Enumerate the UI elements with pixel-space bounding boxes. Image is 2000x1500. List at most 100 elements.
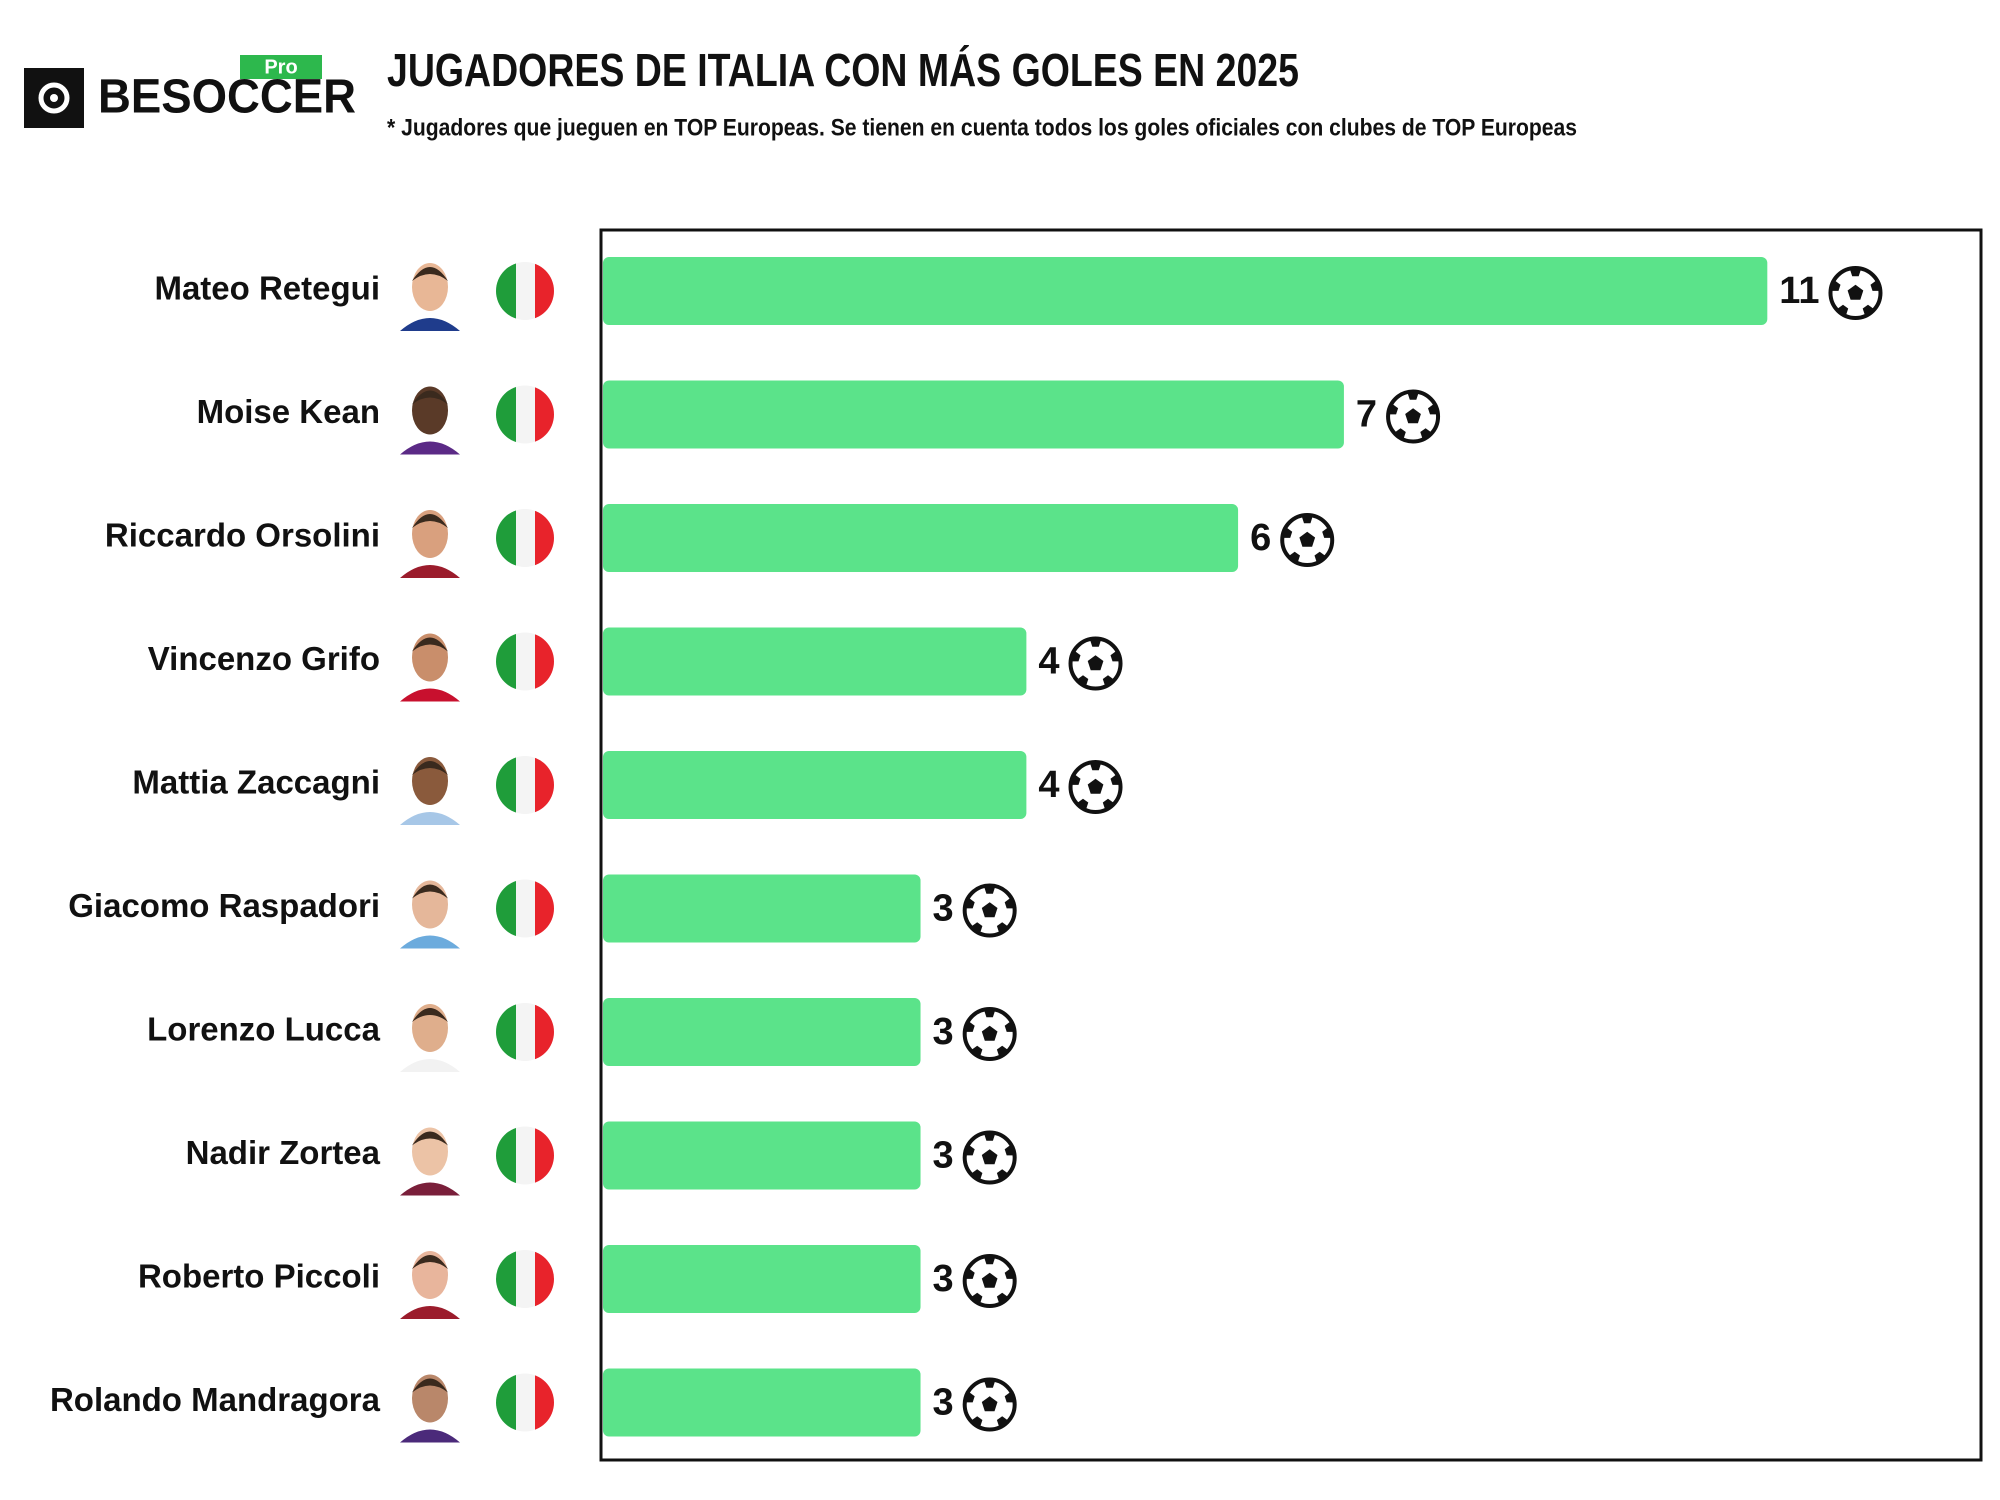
flag-green: [496, 879, 516, 938]
logo-mark-dot: [50, 94, 58, 102]
ball-patch: [984, 1007, 995, 1018]
ball-patch: [996, 922, 1008, 933]
flag-red: [535, 1250, 554, 1308]
ball-patch: [1395, 428, 1406, 439]
flag-italy: [496, 1126, 554, 1185]
ball-icon: [1068, 636, 1123, 691]
player-avatar: [400, 1374, 460, 1443]
category-label: Roberto Piccoli: [138, 1258, 380, 1295]
ball-patch: [981, 1272, 998, 1288]
flag-white: [516, 632, 535, 691]
flag-green: [496, 509, 516, 567]
value-label: 3: [933, 1382, 954, 1424]
bar: [603, 1245, 921, 1313]
ball-patch: [972, 1416, 983, 1427]
ball-patch: [972, 1169, 983, 1180]
ball-patch: [1302, 513, 1313, 524]
logo-tag-bg: [240, 55, 322, 79]
flag-white: [516, 756, 535, 814]
ball-patch: [1407, 389, 1419, 400]
ball-icon: [1068, 760, 1123, 814]
avatar-hair: [412, 884, 448, 899]
player-avatar: [400, 880, 460, 949]
ball-patch: [1870, 280, 1881, 291]
avatar-shirt: [400, 1429, 460, 1443]
value-label: 3: [933, 888, 954, 930]
flag-red: [535, 1126, 554, 1185]
ball-icon: [962, 1130, 1017, 1185]
player-avatar: [400, 386, 460, 455]
ball-patch: [964, 1392, 975, 1403]
chart-title: JUGADORES DE ITALIA CON MÁS GOLES EN 202…: [387, 44, 1299, 96]
ball-patch: [1110, 651, 1121, 662]
ball-patch: [1077, 798, 1089, 809]
logo-text: BESOCCER: [98, 71, 356, 124]
player-avatar: [400, 1004, 460, 1072]
ball-patch: [964, 898, 975, 909]
flag-green: [496, 756, 516, 814]
flag-italy: [496, 262, 554, 320]
value-label: 6: [1250, 517, 1271, 559]
ball-patch: [1405, 408, 1421, 424]
ball-patch: [984, 883, 995, 894]
logo: Pro BESOCCER: [24, 55, 356, 128]
ball-patch: [984, 1130, 995, 1141]
avatar-shirt: [400, 812, 460, 825]
flag-red: [535, 632, 554, 691]
category-label: Riccardo Orsolini: [105, 517, 380, 554]
row: Lorenzo Lucca 3: [147, 998, 1017, 1072]
plot-frame: [599, 228, 1983, 1462]
ball-icon: [1828, 266, 1883, 320]
avatar-shirt: [400, 1059, 460, 1072]
ball-patch: [981, 1396, 998, 1412]
ball-patch: [981, 1149, 998, 1165]
bar: [603, 504, 1239, 572]
category-label: Lorenzo Lucca: [147, 1011, 381, 1048]
avatar-hair: [412, 1008, 448, 1022]
ball-patch: [981, 902, 998, 918]
player-avatar: [400, 510, 460, 578]
value-label: 3: [933, 1135, 954, 1177]
ball-patch: [981, 1025, 998, 1041]
flag-white: [516, 879, 535, 938]
value-label: 4: [1038, 641, 1059, 683]
flag-italy: [496, 509, 554, 567]
ball-patch: [964, 1021, 975, 1032]
flag-green: [496, 385, 516, 444]
category-label: Mattia Zaccagni: [132, 764, 380, 801]
ball-patch: [1830, 280, 1841, 291]
avatar-shirt: [400, 1182, 460, 1196]
category-label: Vincenzo Grifo: [148, 640, 380, 677]
flag-red: [535, 879, 554, 938]
ball-patch: [1004, 1392, 1016, 1403]
ball-patch: [1110, 774, 1121, 785]
ball-patch: [1102, 798, 1114, 809]
avatar-shirt: [400, 688, 460, 702]
category-label: Moise Kean: [197, 393, 380, 430]
value-label: 4: [1038, 764, 1059, 806]
flag-red: [535, 509, 554, 567]
value-label: 3: [933, 1258, 954, 1300]
flag-italy: [496, 385, 554, 444]
flag-white: [516, 509, 535, 567]
ball-icon: [962, 1377, 1017, 1432]
ball-patch: [1004, 1021, 1016, 1032]
row: Moise Kean 7: [197, 380, 1441, 455]
ball-patch: [1070, 651, 1081, 662]
ball-patch: [996, 1292, 1008, 1303]
bar: [603, 627, 1027, 696]
bar: [603, 874, 921, 943]
ball-patch: [1428, 404, 1439, 415]
value-label: 11: [1779, 270, 1819, 312]
flag-italy: [496, 879, 554, 938]
ball-patch: [1837, 304, 1849, 315]
avatar-shirt: [400, 441, 460, 455]
ball-patch: [1322, 527, 1333, 538]
ball-patch: [996, 1169, 1008, 1180]
avatar-hair: [412, 1378, 448, 1393]
ball-patch: [1090, 760, 1101, 771]
avatar-hair: [412, 761, 448, 775]
flag-green: [496, 632, 516, 691]
